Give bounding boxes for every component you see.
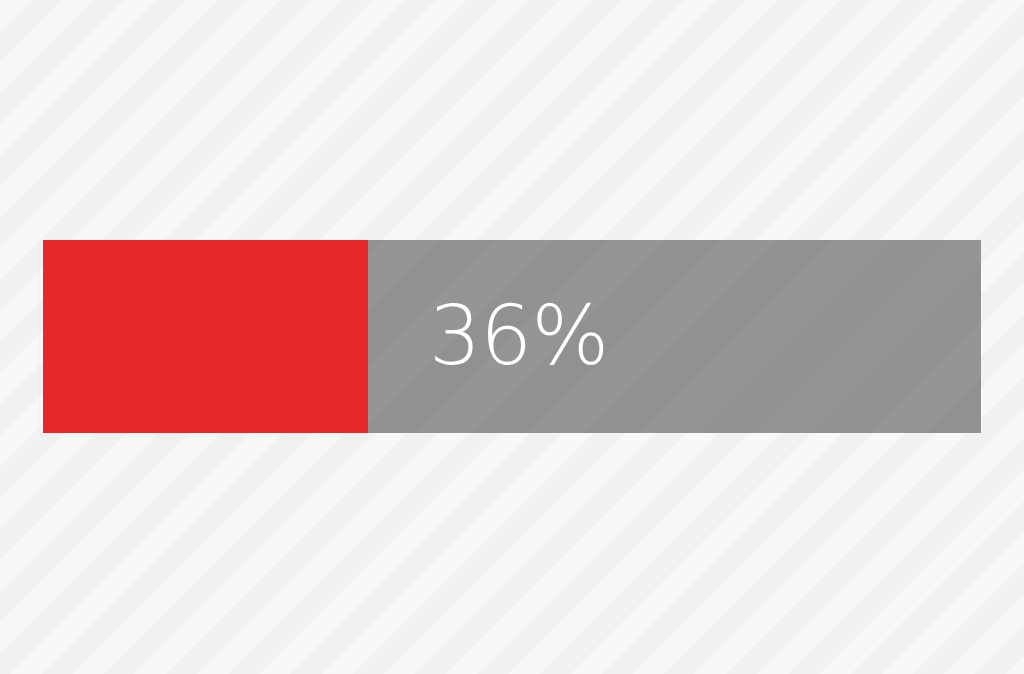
progress-fill [43,240,368,433]
progress-label: 36% [429,288,609,384]
progress-bar: 36% [43,240,981,433]
